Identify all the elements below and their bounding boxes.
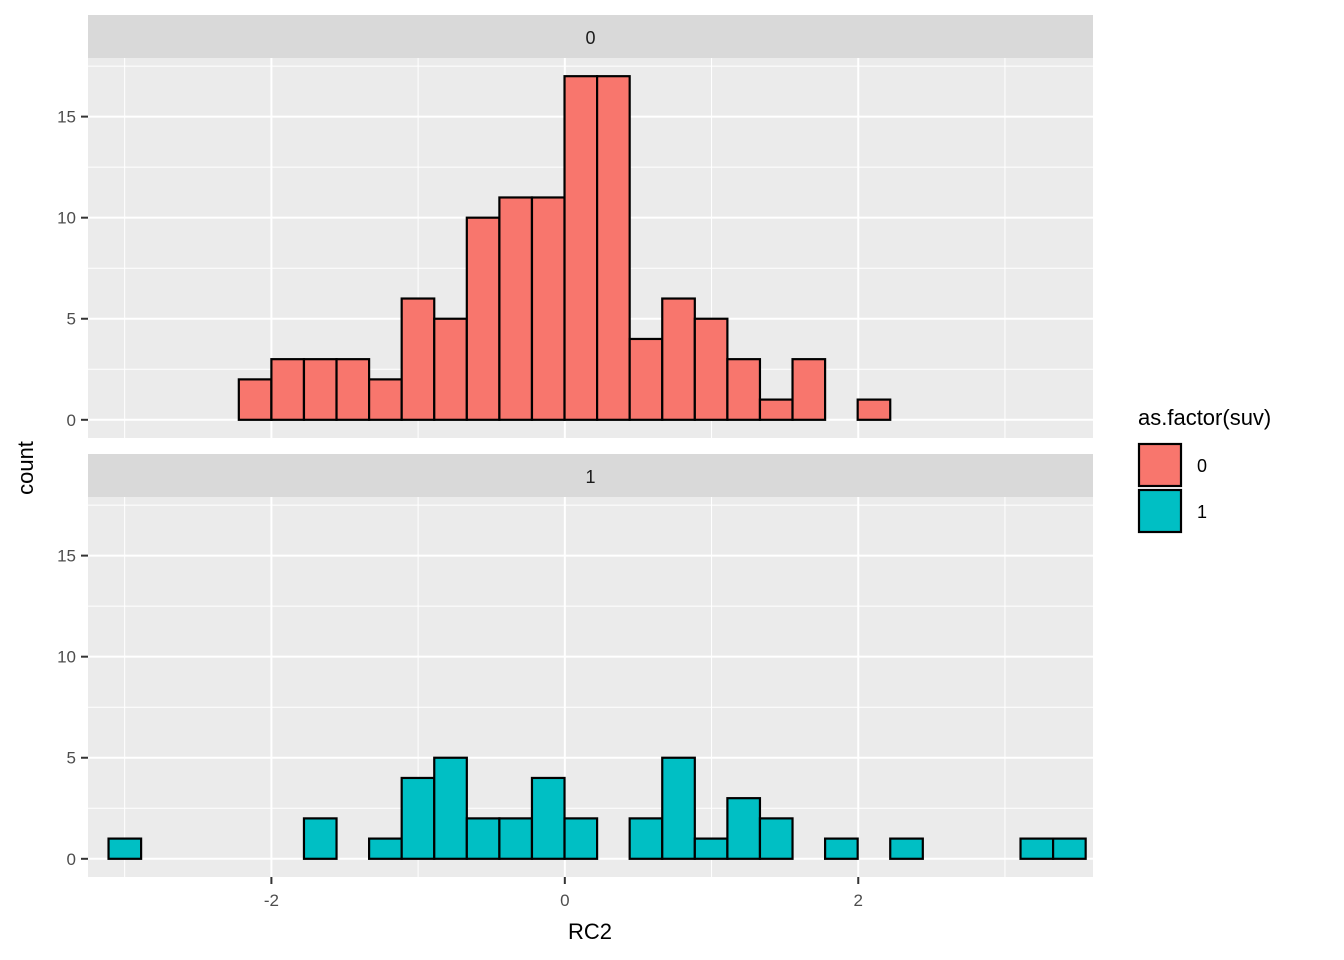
histogram-bar <box>628 817 664 860</box>
histogram-bar <box>107 837 143 860</box>
histogram-bar <box>856 398 892 421</box>
histogram-bar <box>726 797 762 860</box>
histogram-bar <box>302 817 338 860</box>
histogram-bar <box>335 358 371 421</box>
y-tick-label: 10 <box>57 209 76 228</box>
facet-strip <box>88 454 1093 497</box>
facet-strip-label: 1 <box>585 467 595 487</box>
histogram-bar <box>596 75 631 421</box>
histogram-bar <box>237 378 273 421</box>
y-tick-label: 15 <box>57 547 76 566</box>
legend-title: as.factor(suv) <box>1138 405 1271 430</box>
legend-swatch-1 <box>1137 488 1183 534</box>
histogram-bar <box>661 756 696 860</box>
bars <box>237 75 892 421</box>
histogram-bar <box>661 297 696 421</box>
histogram-bar <box>791 358 827 421</box>
y-tick-label: 5 <box>67 310 76 329</box>
y-tick-label: 10 <box>57 648 76 667</box>
legend-label-0: 0 <box>1197 456 1207 476</box>
legend-swatch-0 <box>1137 442 1183 488</box>
histogram-bar <box>1051 837 1087 860</box>
histogram-bar <box>563 75 599 421</box>
histogram-bar <box>433 317 468 421</box>
y-tick-label: 0 <box>67 850 76 869</box>
y-axis-label: count <box>13 441 38 495</box>
facet-panel-0: 0 0 5 10 15 <box>57 15 1093 438</box>
histogram-bar <box>302 358 338 421</box>
y-tick-label: 0 <box>67 411 76 430</box>
bars <box>107 756 1087 860</box>
histogram-bar <box>368 378 403 421</box>
histogram-bar <box>400 776 436 860</box>
histogram-bar <box>498 817 534 860</box>
panel-background <box>88 497 1093 877</box>
histogram-bar <box>693 837 729 860</box>
histogram-bar <box>693 317 729 421</box>
histogram-bar <box>563 817 599 860</box>
histogram-bar <box>889 837 924 860</box>
histogram-bar <box>368 837 403 860</box>
histogram-bar <box>1019 837 1055 860</box>
x-axis-label: RC2 <box>568 919 612 944</box>
x-tick-label: 2 <box>854 891 863 910</box>
facet-strip <box>88 15 1093 58</box>
histogram-bar <box>726 358 762 421</box>
histogram-bar <box>433 756 468 860</box>
x-axis: -2 0 2 <box>264 877 863 910</box>
y-tick-label: 5 <box>67 749 76 768</box>
histogram-bar <box>400 297 436 421</box>
histogram-bar <box>530 196 566 421</box>
histogram-bar <box>628 337 664 421</box>
legend-entries: 01 <box>1137 442 1207 534</box>
histogram-bar <box>270 358 306 421</box>
histogram-bar <box>465 216 501 421</box>
legend-label-1: 1 <box>1197 502 1207 522</box>
histogram-bar <box>465 817 501 860</box>
histogram-bar <box>758 398 794 421</box>
histogram-bar <box>758 817 794 860</box>
y-tick-label: 15 <box>57 108 76 127</box>
facet-strip-label: 0 <box>585 28 595 48</box>
legend: as.factor(suv) 01 <box>1137 405 1271 534</box>
histogram-bar <box>823 837 859 860</box>
histogram-bar <box>498 196 534 421</box>
x-tick-label: -2 <box>264 891 279 910</box>
x-tick-label: 0 <box>560 891 569 910</box>
histogram-bar <box>530 776 566 860</box>
